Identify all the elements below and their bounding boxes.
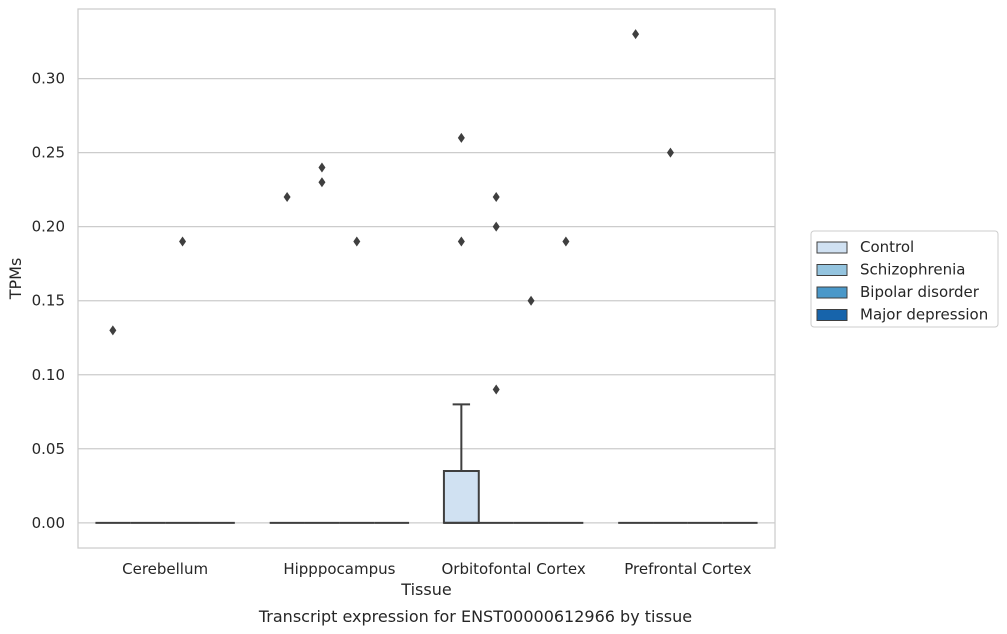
x-tick-label: Prefrontal Cortex <box>624 560 751 578</box>
outlier-point <box>353 236 361 247</box>
box-group <box>269 192 305 524</box>
outlier-point <box>283 192 291 203</box>
plot-area-frame <box>77 8 776 549</box>
legend: Control Schizophrenia Bipolar disorder Majo… <box>810 230 999 328</box>
box-group <box>513 295 549 524</box>
y-axis-ticks: 0.00 0.05 0.10 0.15 0.20 0.25 0.30 <box>32 70 65 532</box>
legend-label: Schizophrenia <box>860 261 965 279</box>
legend-label: Control <box>860 238 914 256</box>
legend-frame <box>810 230 999 328</box>
y-tick-label: 0.20 <box>32 218 65 236</box>
y-tick-label: 0.05 <box>32 440 65 458</box>
box-group <box>618 29 654 524</box>
outlier-point <box>632 29 640 40</box>
legend-swatch <box>816 309 848 321</box>
box-group <box>304 162 340 524</box>
outlier-point <box>666 147 674 158</box>
box-group <box>548 236 584 524</box>
legend-label: Major depression <box>860 306 988 324</box>
legend-label: Bipolar disorder <box>860 283 980 301</box>
x-tick-label: Orbitofontal Cortex <box>442 560 586 578</box>
y-tick-label: 0.10 <box>32 366 65 384</box>
y-tick-label: 0.15 <box>32 292 65 310</box>
chart-title: Transcript expression for ENST0000061296… <box>258 607 692 626</box>
outlier-point <box>492 192 500 203</box>
legend-swatch <box>816 286 848 299</box>
box-group <box>95 325 131 524</box>
box-rect <box>442 470 480 524</box>
y-tick-label: 0.25 <box>32 144 65 162</box>
outlier-point <box>457 236 465 247</box>
box-group <box>653 147 688 524</box>
outlier-point <box>492 221 500 232</box>
outlier-point <box>527 295 535 306</box>
box-group <box>165 236 200 524</box>
x-axis-ticks: Cerebellum Hipppocampus Orbitofontal Corte… <box>122 560 751 578</box>
box-group <box>442 132 480 524</box>
legend-swatch <box>816 241 848 254</box>
y-tick-label: 0.00 <box>32 514 65 532</box>
outlier-point <box>109 325 117 336</box>
outlier-point <box>318 162 326 173</box>
outlier-point <box>179 236 187 247</box>
x-tick-label: Hipppocampus <box>283 560 395 578</box>
outlier-point <box>562 236 570 247</box>
outlier-point <box>492 384 500 395</box>
box-group <box>478 192 514 524</box>
outlier-point <box>457 132 465 143</box>
outlier-point <box>318 177 326 188</box>
x-axis-label: Tissue <box>400 580 451 599</box>
y-axis-label: TPMs <box>6 258 25 301</box>
y-tick-label: 0.30 <box>32 70 65 88</box>
gridlines <box>78 77 775 524</box>
box-marks <box>95 29 758 524</box>
legend-swatch <box>816 264 848 276</box>
x-tick-label: Cerebellum <box>122 560 208 578</box>
box-group <box>339 236 375 524</box>
